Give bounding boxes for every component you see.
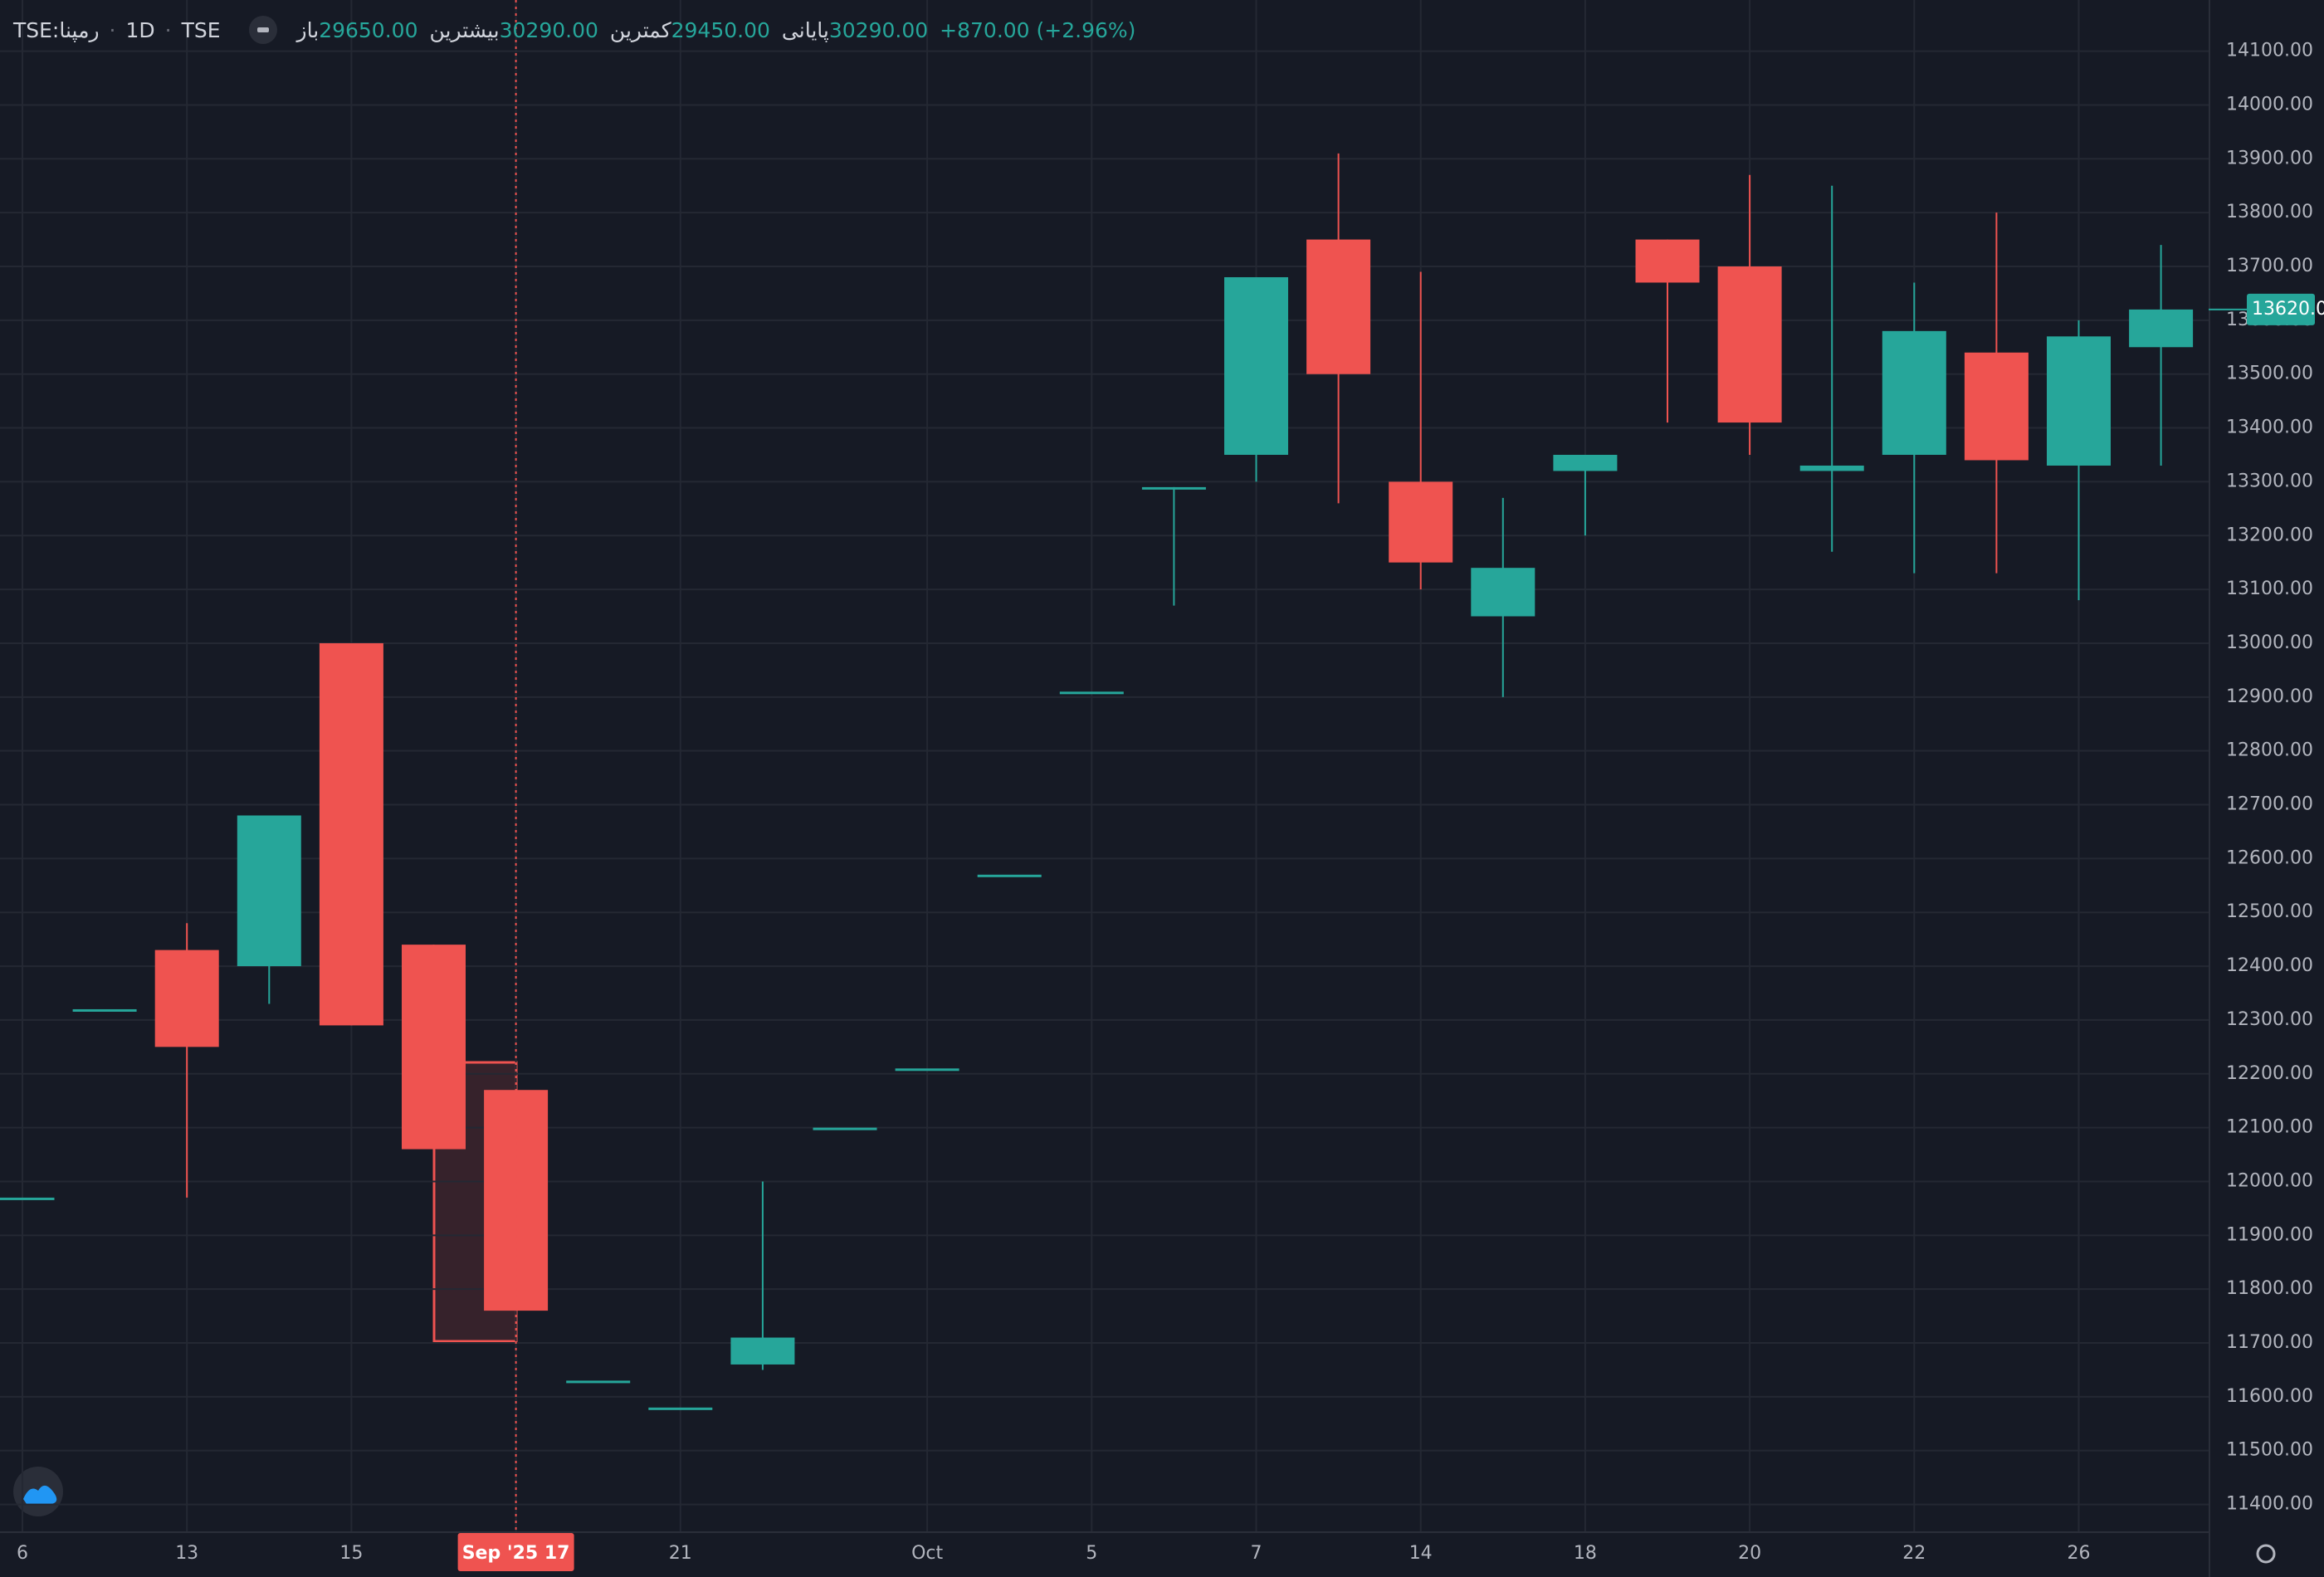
candle-body [1882, 330, 1946, 455]
candle-body [566, 1380, 631, 1384]
y-tick-label: 13900.00 [2226, 148, 2313, 168]
candle-body [895, 1068, 959, 1072]
x-tick-label: 26 [2068, 1543, 2091, 1564]
legend-value: 29650.00 [319, 17, 418, 42]
x-tick-label: 20 [1738, 1543, 1761, 1564]
candle-body [1059, 691, 1124, 695]
settings-icon[interactable] [2256, 1544, 2276, 1564]
last-price-bg [2247, 293, 2315, 325]
y-tick-label: 13400.00 [2226, 417, 2313, 438]
candle-body [72, 1008, 137, 1012]
y-tick-label: 12000.00 [2226, 1170, 2313, 1191]
candle-body [730, 1337, 795, 1365]
y-tick-label: 14100.00 [2226, 41, 2313, 61]
candle-body [977, 874, 1042, 877]
legend-item: بیشترین 30290.00 [429, 18, 598, 42]
crosshair-label-bg [457, 1533, 574, 1571]
exchange: TSE [181, 17, 221, 42]
separator: · [109, 17, 116, 42]
candle-body [813, 1127, 877, 1130]
legend-value: 30290.00 [828, 17, 929, 42]
candle-body [648, 1407, 713, 1410]
x-tick-label: 15 [339, 1543, 363, 1564]
interval[interactable]: 1D [125, 17, 155, 42]
candle-body [1224, 276, 1288, 455]
legend-value: 30290.00 [499, 17, 598, 42]
time-axis-border [0, 1531, 2209, 1533]
y-tick-label: 12300.00 [2226, 1009, 2313, 1030]
candle-body [1389, 481, 1453, 563]
candle-body [1471, 568, 1536, 617]
x-tick-label: Sep '25 17 [462, 1543, 570, 1564]
last-price-label: 13620.00 [2252, 299, 2324, 320]
header: TSE:رمپنا · 1D · TSE باز 29650.00 بیشترین 3… [13, 12, 1135, 48]
logo-icon [23, 1485, 57, 1504]
y-tick-label: 12700.00 [2226, 794, 2313, 815]
x-tick-label: 14 [1409, 1543, 1433, 1564]
legend-value: 29450.00 [671, 17, 770, 42]
candle-body [484, 1090, 549, 1311]
candle-body [237, 815, 301, 967]
legend-item: باز 29650.00 [297, 18, 418, 42]
candle-body [1717, 266, 1782, 423]
candle-body [1141, 486, 1206, 490]
legend-label: کمترین [609, 17, 671, 42]
x-tick-label: 6 [17, 1543, 28, 1564]
y-tick-label: 12900.00 [2226, 686, 2313, 707]
y-tick-label: 11800.00 [2226, 1278, 2313, 1299]
separator: · [164, 17, 172, 42]
candle-body [1635, 239, 1700, 283]
candle-body [154, 950, 219, 1047]
symbol[interactable]: TSE:رمپنا [13, 17, 100, 42]
candle-body [1964, 352, 2029, 461]
candle-body [0, 1197, 55, 1200]
y-tick-label: 12800.00 [2226, 740, 2313, 761]
y-tick-label: 11600.00 [2226, 1386, 2313, 1407]
y-tick-label: 14000.00 [2226, 94, 2313, 115]
candle-body [1799, 465, 1864, 471]
legend-label: باز [296, 17, 320, 42]
candle-body [2047, 336, 2111, 466]
y-tick-label: 13200.00 [2226, 525, 2313, 545]
price-axis-border [2209, 0, 2210, 1577]
x-tick-label: 18 [1574, 1543, 1597, 1564]
legend-item: پایانی 30290.00 [782, 18, 928, 42]
x-tick-label: 13 [175, 1543, 198, 1564]
y-tick-label: 12400.00 [2226, 955, 2313, 976]
x-tick-label: 21 [669, 1543, 692, 1564]
legend-label: پایانی [781, 17, 829, 42]
x-tick-label: Oct [911, 1543, 943, 1564]
y-tick-label: 13800.00 [2226, 202, 2313, 222]
y-tick-label: 13300.00 [2226, 471, 2313, 491]
candle-body [402, 945, 466, 1150]
legend-change: +870.00 (+2.96%) [940, 17, 1136, 42]
x-tick-label: 22 [1902, 1543, 1926, 1564]
y-tick-label: 13000.00 [2226, 632, 2313, 653]
candle-body [2129, 309, 2194, 348]
y-tick-label: 12600.00 [2226, 847, 2313, 868]
y-tick-label: 12100.00 [2226, 1117, 2313, 1138]
y-tick-label: 11700.00 [2226, 1332, 2313, 1353]
y-tick-label: 11500.00 [2226, 1440, 2313, 1461]
y-tick-label: 11900.00 [2226, 1224, 2313, 1245]
candle-body [1553, 454, 1618, 471]
y-tick-label: 12200.00 [2226, 1063, 2313, 1084]
collapse-button[interactable] [248, 16, 277, 44]
candle-body [1306, 239, 1371, 374]
candle-body [319, 642, 383, 1026]
x-tick-label: 5 [1086, 1543, 1097, 1564]
y-tick-label: 13500.00 [2226, 364, 2313, 384]
y-tick-label: 12500.00 [2226, 901, 2313, 922]
y-tick-label: 13100.00 [2226, 579, 2313, 599]
y-tick-label: 13700.00 [2226, 256, 2313, 276]
legend-item: کمترین 29450.00 [610, 18, 770, 42]
legend-label: بیشترین [429, 17, 500, 42]
ohlc-legend: باز 29650.00 بیشترین 30290.00 کمترین 29450.00… [297, 18, 1136, 42]
y-tick-label: 11400.00 [2226, 1494, 2313, 1515]
x-tick-label: 7 [1251, 1543, 1262, 1564]
